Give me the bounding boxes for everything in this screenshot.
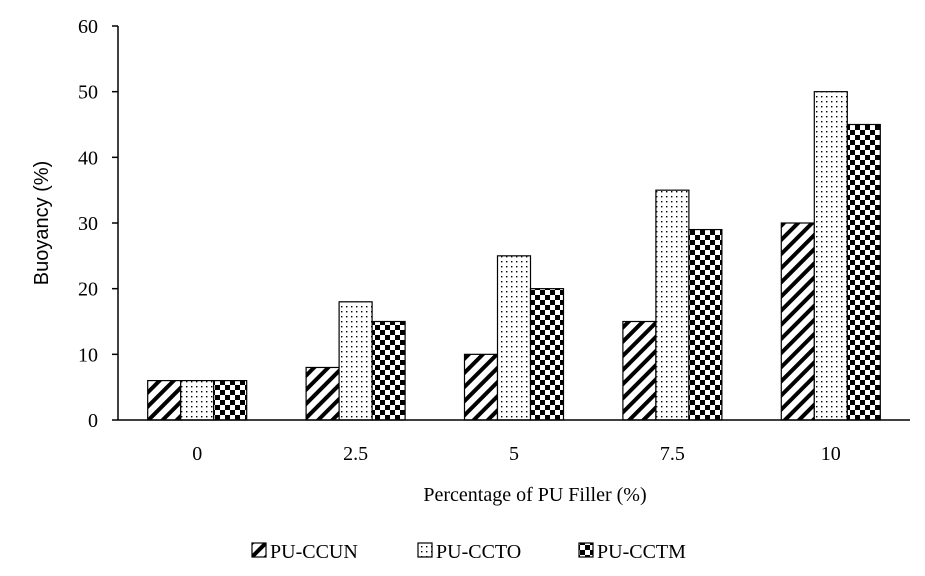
y-tick-label: 20: [78, 279, 98, 301]
bar-pu-ccto-0: [180, 380, 215, 421]
y-tick-label: 60: [78, 16, 98, 38]
bar-pu-ccto-5: [496, 255, 532, 421]
legend-swatch-pu-ccto: [417, 542, 433, 558]
y-tick-label: 10: [78, 344, 98, 366]
bar-pu-ccun-0: [147, 380, 182, 421]
legend: PU-CCUN PU-CCTO PU-CCTM: [251, 541, 686, 563]
bar-pu-ccto-10: [813, 91, 848, 421]
y-tick-label: 50: [78, 82, 98, 104]
legend-swatch-pu-cctm: [578, 542, 594, 558]
legend-label-pu-ccun: PU-CCUN: [270, 541, 358, 563]
bar-pu-ccun-7.5: [622, 320, 657, 421]
y-tick-label: 30: [78, 213, 98, 235]
y-tick-label: 40: [78, 147, 98, 169]
bar-pu-cctm-5: [529, 288, 565, 421]
bar-pu-cctm-10: [846, 123, 881, 421]
bar-pu-cctm-7.5: [688, 228, 723, 421]
bar-pu-cctm-2.5: [371, 320, 406, 421]
x-tick-group: 0 2.5 5 7.5 10: [192, 443, 841, 465]
bar-pu-ccun-5: [463, 353, 499, 421]
x-tick-label: 10: [821, 443, 841, 465]
x-tick-label: 0: [192, 443, 202, 465]
y-tick-label: 0: [88, 410, 98, 432]
y-axis-label: Buoyancy (%): [31, 161, 53, 286]
bars-group: [147, 91, 881, 421]
legend-swatch-pu-ccun: [251, 542, 267, 558]
x-tick-label: 7.5: [660, 443, 685, 465]
legend-label-pu-ccto: PU-CCTO: [436, 541, 521, 563]
bar-pu-ccun-2.5: [305, 366, 340, 421]
x-tick-label: 5: [509, 443, 519, 465]
x-tick-label: 2.5: [343, 443, 368, 465]
bar-pu-ccto-7.5: [655, 189, 690, 421]
bar-pu-cctm-0: [213, 380, 248, 421]
bar-pu-ccun-10: [780, 222, 815, 421]
y-tick-group: 0 10 20 30 40 50 60: [78, 16, 118, 432]
x-axis-label: Percentage of PU Filler (%): [423, 484, 646, 506]
legend-label-pu-cctm: PU-CCTM: [597, 541, 686, 563]
bar-pu-ccto-2.5: [338, 301, 373, 421]
